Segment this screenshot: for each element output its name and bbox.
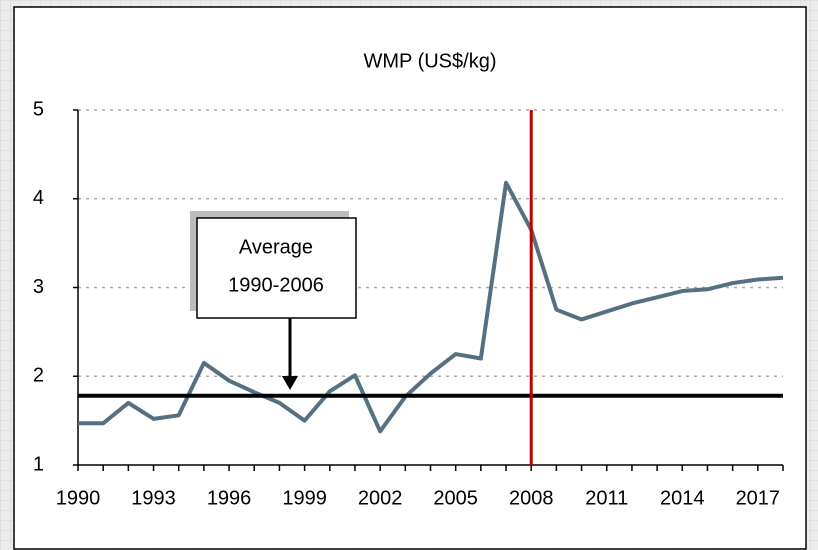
chart-frame [13,6,807,550]
x-tick-label: 2017 [736,487,781,509]
annotation-text: 1990-2006 [228,274,324,296]
x-tick-label: 2005 [433,487,478,509]
x-tick-label: 1996 [207,487,252,509]
x-tick-label: 2002 [358,487,403,509]
plot-area: 1 2 3 4 5 1990 1993 1996 1999 2002 2005 2008 2011 201… [33,98,784,509]
annotation-text: Average [239,236,313,258]
chart-title: WMP (US$/kg) [364,50,497,72]
x-tick-label: 2011 [585,487,628,509]
annotation-arrowhead [282,376,298,390]
x-tick-label: 1993 [131,487,176,509]
y-tick-label: 4 [33,187,44,209]
x-tick-label: 1990 [56,487,101,509]
y-tick-label: 2 [33,365,44,387]
y-tick-label: 1 [33,453,44,475]
x-tick-label: 1999 [282,487,327,509]
x-tick-label: 2014 [660,487,705,509]
annotation-box [196,217,357,319]
y-tick-label: 3 [33,276,44,298]
data-line [78,180,784,434]
x-tick-label: 2008 [509,487,554,509]
y-tick-label: 5 [33,98,44,120]
